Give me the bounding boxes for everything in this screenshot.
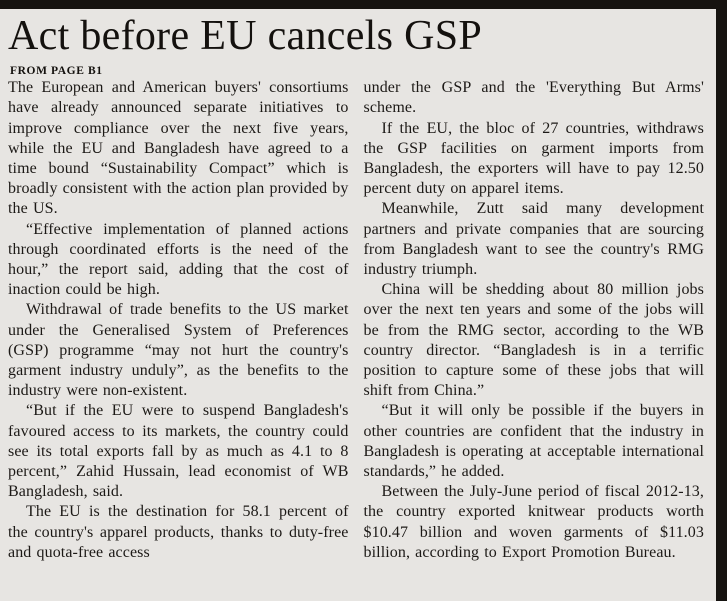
paragraph: China will be shedding about 80 million … [363,281,704,400]
paragraph: Meanwhile, Zutt said many development pa… [363,200,704,279]
paragraph: The EU is the destination for 58.1 perce… [8,503,349,561]
left-column: The European and American buyers' consor… [8,78,349,563]
paragraph: under the GSP and the 'Everything But Ar… [363,79,704,117]
paragraph: “But it will only be possible if the buy… [363,402,704,481]
paragraph: Between the July-June period of fiscal 2… [363,483,704,561]
article-headline: Act before EU cancels GSP [8,13,483,59]
article-body: The European and American buyers' consor… [8,78,704,563]
right-edge-bar [716,0,727,601]
paragraph: If the EU, the bloc of 27 countries, wit… [363,119,704,198]
right-column: under the GSP and the 'Everything But Ar… [364,78,705,563]
paragraph: “But if the EU were to suspend Banglades… [8,402,349,501]
paragraph: The European and American buyers' consor… [8,79,349,218]
newspaper-clipping: Act before EU cancels GSP FROM PAGE B1 T… [0,9,716,601]
top-edge-bar [0,0,727,9]
paragraph: Withdrawal of trade benefits to the US m… [8,301,349,400]
from-page-kicker: FROM PAGE B1 [10,65,103,78]
paragraph: “Effective implementation of planned act… [8,220,349,299]
